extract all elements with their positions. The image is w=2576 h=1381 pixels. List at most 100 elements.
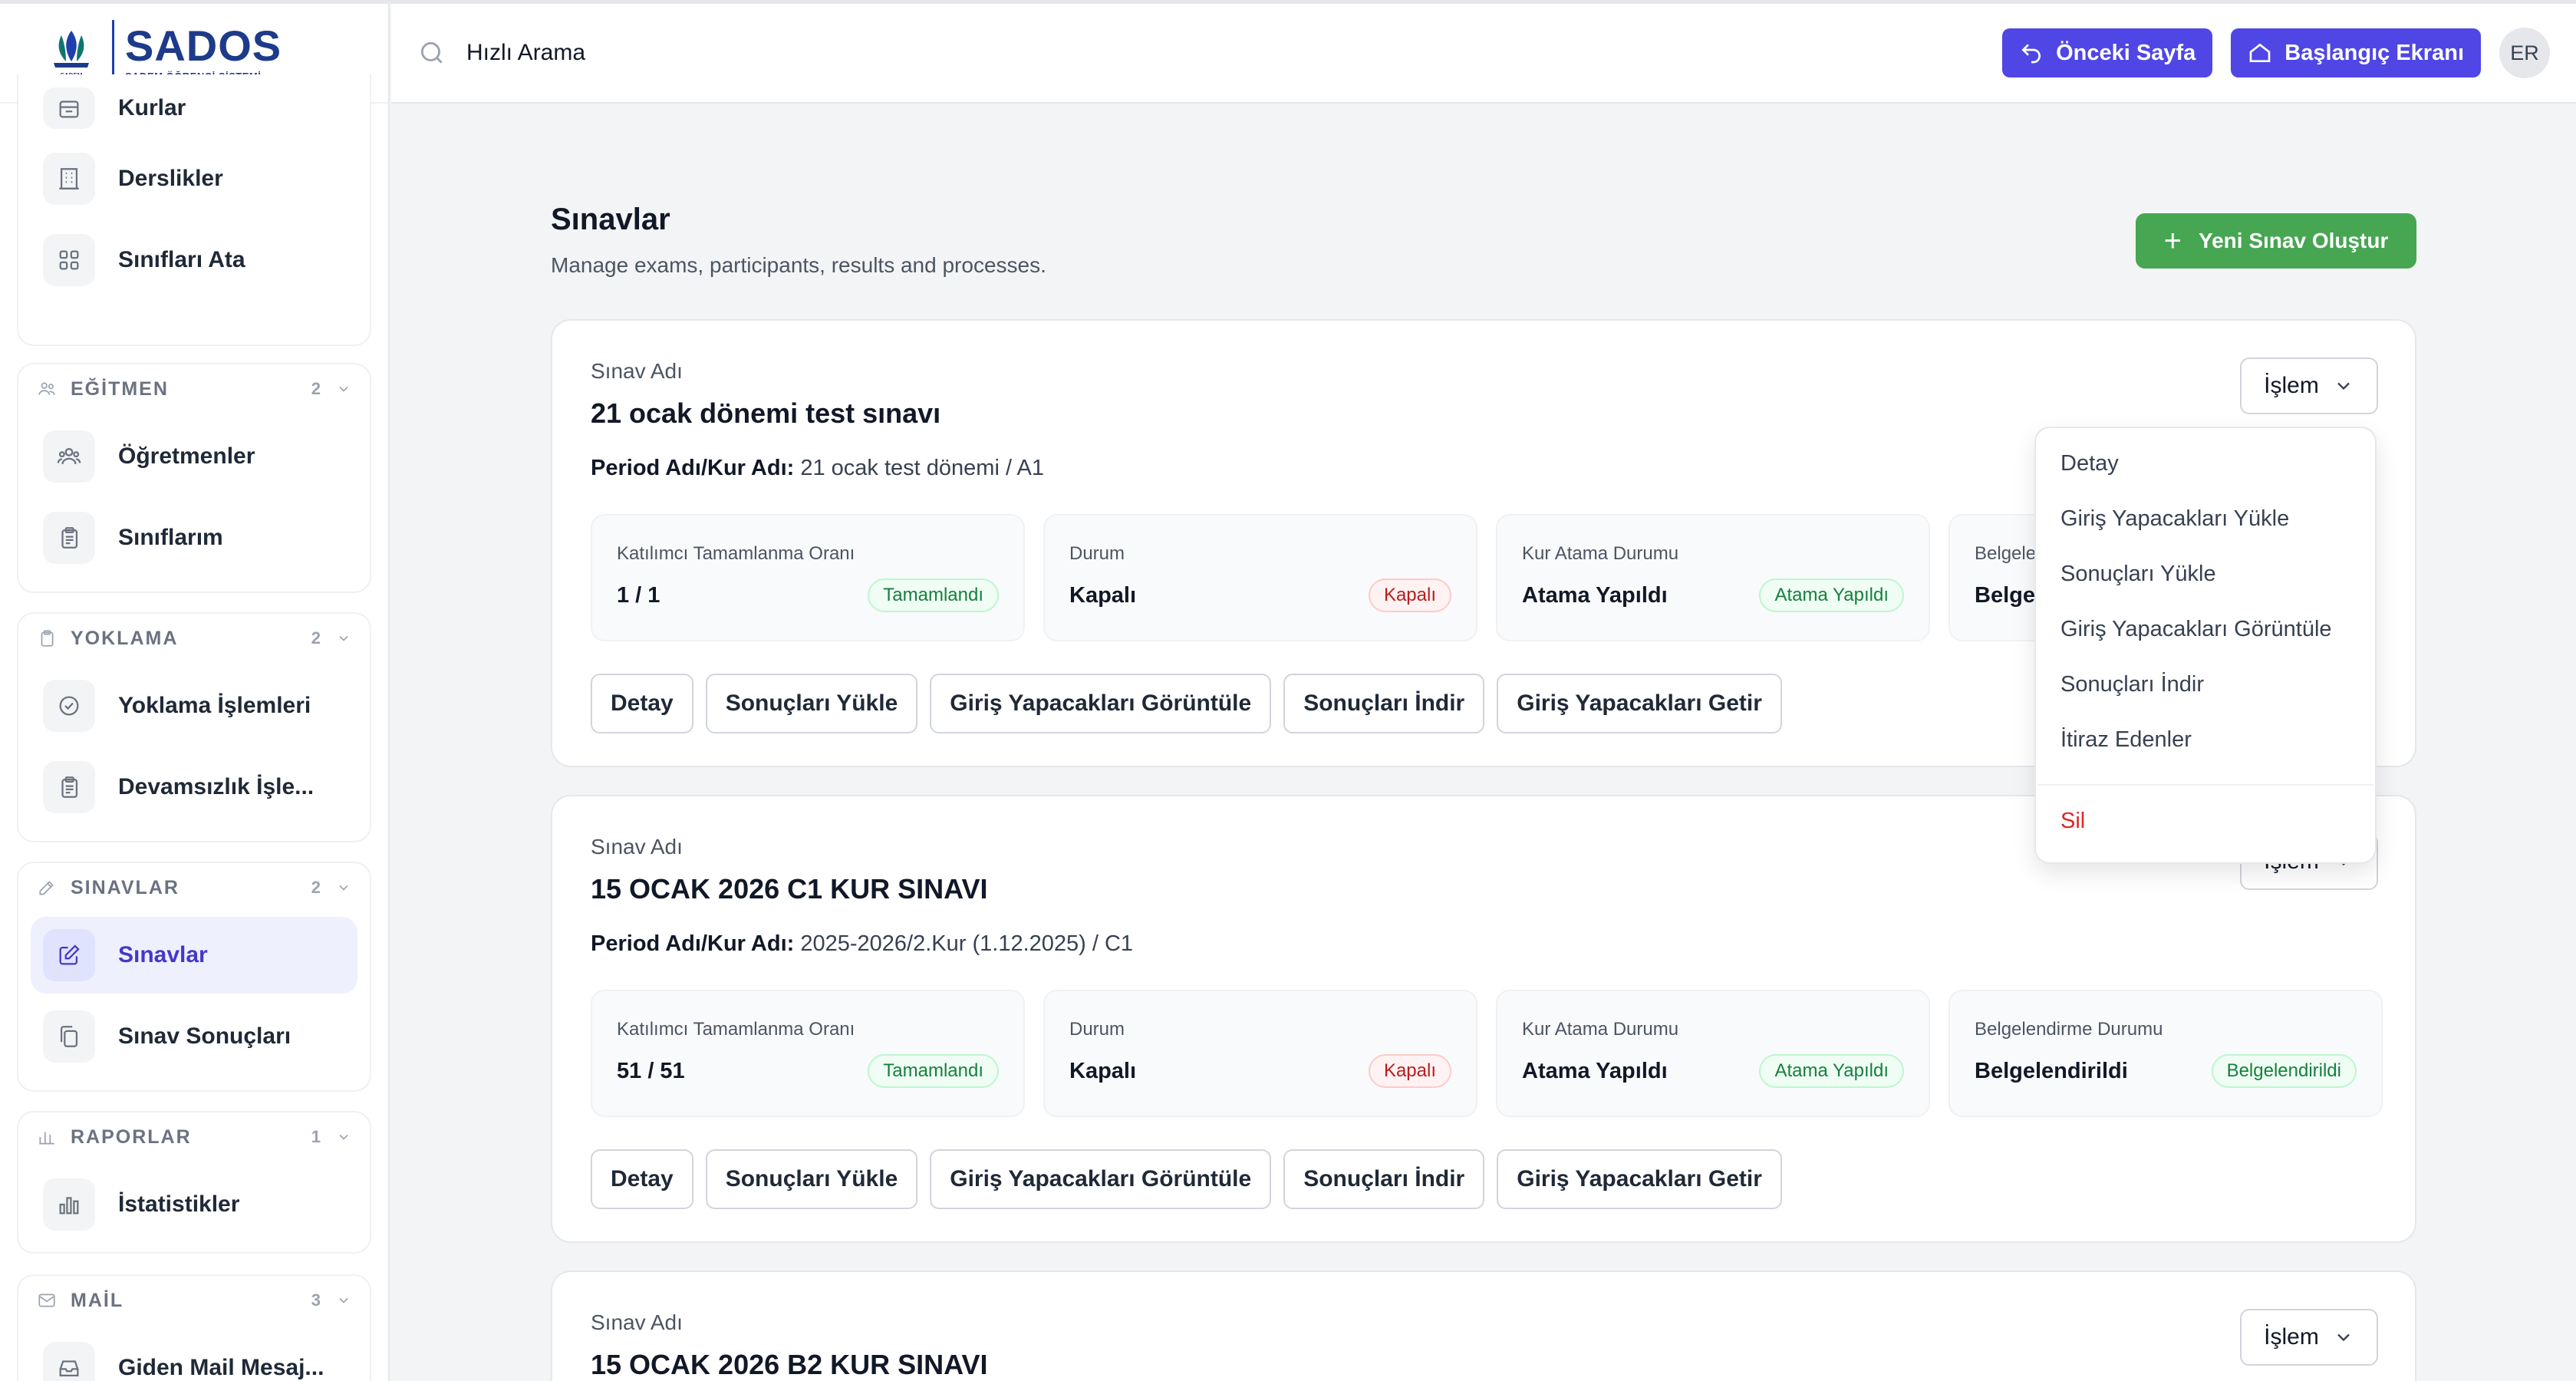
copy-icon (43, 1010, 95, 1063)
sidebar-item-sinavlar[interactable]: Sınavlar (31, 917, 357, 994)
group-title: EĞİTMEN (71, 377, 169, 400)
islem-dropdown-button[interactable]: İşlem (2240, 358, 2378, 414)
brand-name: SADOS (125, 21, 282, 70)
exam-name-label: Sınav Adı (591, 1310, 683, 1334)
status-badge: Tamamlandı (868, 1054, 999, 1088)
sidebar-item-label: Sınavlar (118, 942, 208, 967)
group-header-egitmen[interactable]: EĞİTMEN 2 (18, 364, 370, 414)
inbox-icon (43, 1342, 95, 1381)
sidebar-item-istatistikler[interactable]: İstatistikler (31, 1166, 357, 1243)
group-header-sinavlar[interactable]: SINAVLAR 2 (18, 863, 370, 912)
chevron-down-icon (2337, 382, 2350, 391)
sidebar-item-siniflarim[interactable]: Sınıflarım (31, 499, 357, 576)
islem-dropdown-menu: Detay Giriş Yapacakları Yükle Sonuçları … (2034, 427, 2377, 864)
home-button-label: Başlangıç Ekranı (2284, 40, 2464, 65)
download-results-button[interactable]: Sonuçları İndir (1283, 1149, 1485, 1209)
period-label: Period Adı/Kur Adı: (591, 456, 795, 480)
upload-results-button[interactable]: Sonuçları Yükle (705, 674, 918, 733)
group-count: 2 (311, 878, 321, 897)
menu-item-detay[interactable]: Detay (2060, 451, 2119, 476)
home-icon (2249, 43, 2271, 62)
edit-icon (43, 929, 95, 981)
sidebar-group-yoklama: YOKLAMA 2 Yoklama İşlemleri Devamsızlık … (17, 612, 371, 842)
new-exam-button[interactable]: + Yeni Sınav Oluştur (2136, 213, 2416, 269)
sidebar-item-label: Giden Mail Mesaj... (118, 1355, 324, 1380)
status-badge: Kapalı (1368, 1054, 1451, 1088)
users-icon (43, 430, 95, 483)
search-input[interactable] (466, 40, 1617, 66)
detay-button[interactable]: Detay (591, 1149, 693, 1209)
chevron-down-icon (339, 885, 348, 891)
sidebar-item-label: Yoklama İşlemleri (118, 693, 311, 718)
sidebar-group-egitmen: EĞİTMEN 2 Öğretmenler Sınıflarım (17, 363, 371, 593)
sidebar-item-yoklama-islemleri[interactable]: Yoklama İşlemleri (31, 667, 357, 744)
check-circle-icon (43, 680, 95, 732)
chevron-down-icon (339, 1134, 348, 1140)
exam-name: 15 OCAK 2026 C1 KUR SINAVI (591, 873, 988, 905)
stat-value: 1 / 1 (617, 583, 660, 608)
bar-chart-icon (43, 1178, 95, 1231)
group-header-yoklama[interactable]: YOKLAMA 2 (18, 614, 370, 663)
menu-item-view-entrants[interactable]: Giriş Yapacakları Görüntüle (2060, 617, 2332, 641)
exam-card: Sınav Adı 15 OCAK 2026 B2 KUR SINAVI İşl… (551, 1271, 2416, 1381)
sidebar-item-devamsizlik[interactable]: Devamsızlık İşle... (31, 749, 357, 826)
sidebar-item-sinav-sonuclari[interactable]: Sınav Sonuçları (31, 998, 357, 1075)
mail-icon (38, 1294, 55, 1307)
view-entrants-button[interactable]: Giriş Yapacakları Görüntüle (930, 1149, 1272, 1209)
sidebar-item-label: Sınav Sonuçları (118, 1023, 292, 1049)
menu-item-upload-entrants[interactable]: Giriş Yapacakları Yükle (2060, 506, 2290, 531)
group-header-mail[interactable]: MAİL 3 (18, 1276, 370, 1325)
status-badge: Tamamlandı (868, 578, 999, 612)
islem-dropdown-button[interactable]: İşlem (2240, 1309, 2378, 1366)
fetch-entrants-button[interactable]: Giriş Yapacakları Getir (1497, 1149, 1782, 1209)
stat-title: Belgele (1975, 543, 2037, 564)
back-button-label: Önceki Sayfa (2056, 40, 2196, 65)
sidebar-item-kurlar[interactable]: Kurlar (31, 81, 357, 136)
home-button[interactable]: Başlangıç Ekranı (2231, 28, 2481, 77)
bar-chart-icon (39, 1132, 54, 1145)
menu-item-delete[interactable]: Sil (2060, 809, 2086, 833)
period-value: 21 ocak test dönemi / A1 (800, 456, 1044, 480)
exam-name: 21 ocak dönemi test sınavı (591, 397, 941, 429)
sidebar-item-derslikler[interactable]: Derslikler (31, 140, 357, 217)
fetch-entrants-button[interactable]: Giriş Yapacakları Getir (1497, 674, 1782, 733)
sidebar-item-label: Sınıfları Ata (118, 247, 245, 272)
menu-item-upload-results[interactable]: Sonuçları Yükle (2060, 562, 2216, 586)
group-title: SINAVLAR (71, 876, 180, 898)
sidebar-item-label: Devamsızlık İşle... (118, 774, 315, 799)
building-icon (43, 153, 95, 205)
avatar[interactable]: ER (2499, 28, 2550, 78)
back-button[interactable]: Önceki Sayfa (2002, 28, 2213, 77)
exam-card: Sınav Adı 15 OCAK 2026 C1 KUR SINAVI Per… (551, 795, 2416, 1243)
menu-item-download-results[interactable]: Sonuçları İndir (2060, 672, 2204, 697)
archive-icon (43, 87, 95, 129)
group-title: YOKLAMA (71, 627, 179, 649)
stat-value: Atama Yapıldı (1522, 1059, 1668, 1083)
sidebar-item-giden-mail[interactable]: Giden Mail Mesaj... (31, 1330, 357, 1381)
stat-completion: Katılımcı Tamamlanma Oranı 51 / 51 Tamam… (591, 990, 1025, 1117)
group-header-raporlar[interactable]: RAPORLAR 1 (18, 1112, 370, 1162)
sidebar-item-label: Derslikler (118, 166, 223, 191)
stat-title: Durum (1069, 1019, 1125, 1040)
stat-cert: Belgelendirme Durumu Belgelendirildi Bel… (1948, 990, 2383, 1117)
chevron-down-icon (2337, 1333, 2350, 1342)
stat-title: Kur Atama Durumu (1522, 1019, 1679, 1040)
users-icon (38, 382, 55, 395)
sidebar-item-ogretmenler[interactable]: Öğretmenler (31, 418, 357, 495)
clipboard-icon (43, 761, 95, 813)
exam-name: 15 OCAK 2026 B2 KUR SINAVI (591, 1349, 988, 1380)
sidebar-item-siniflari-ata[interactable]: Sınıfları Ata (31, 222, 357, 298)
sidebar-group-sinavlar: SINAVLAR 2 Sınavlar Sınav Sonuçları (17, 862, 371, 1092)
view-entrants-button[interactable]: Giriş Yapacakları Görüntüle (930, 674, 1272, 733)
detay-button[interactable]: Detay (591, 674, 693, 733)
group-count: 1 (311, 1127, 321, 1146)
edit-icon (39, 881, 54, 895)
download-results-button[interactable]: Sonuçları İndir (1283, 674, 1485, 733)
stat-value: Kapalı (1069, 1059, 1137, 1083)
stat-title: Belgelendirme Durumu (1975, 1019, 2163, 1040)
group-count: 3 (311, 1290, 321, 1310)
menu-item-objections[interactable]: İtiraz Edenler (2060, 727, 2192, 752)
upload-results-button[interactable]: Sonuçları Yükle (705, 1149, 918, 1209)
islem-label: İşlem (2264, 373, 2319, 398)
exam-period: Period Adı/Kur Adı: 2025-2026/2.Kur (1.1… (591, 931, 1133, 957)
